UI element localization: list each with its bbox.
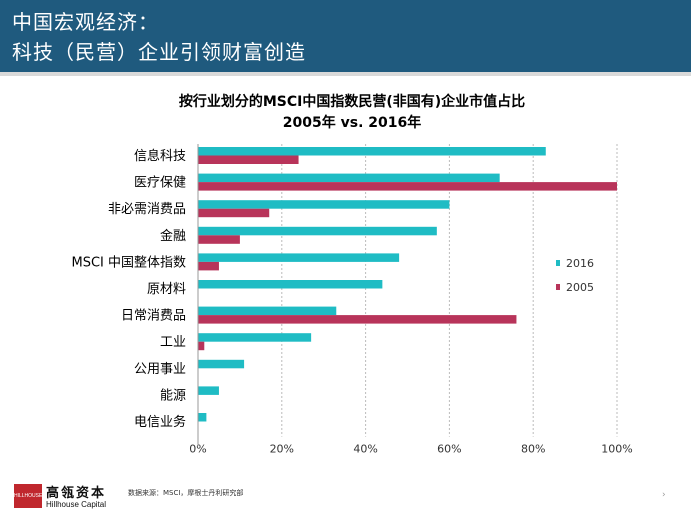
- x-tick-label: 20%: [270, 443, 294, 456]
- category-label: 公用事业: [134, 362, 186, 377]
- bar-2005: [198, 341, 205, 351]
- bar-2005: [198, 182, 617, 191]
- slide-title-line2: 科技（民营）企业引领财富创造: [12, 40, 306, 64]
- bar-2016: [198, 333, 312, 342]
- bar-chart: 按行业划分的MSCI中国指数民营(非国有)企业市值占比 2005年 vs. 20…: [71, 93, 632, 456]
- category-label: 电信业务: [134, 414, 186, 430]
- bar-2005: [198, 155, 299, 164]
- hillhouse-logo-mark: HILLHOUSE: [14, 484, 42, 508]
- legend-swatch-2016: [556, 260, 560, 266]
- legend-label-2005: 2005: [566, 281, 594, 294]
- source-note: 数据来源：MSCI，摩根士丹利研究部: [128, 489, 244, 497]
- bar-2005: [198, 261, 219, 271]
- bar-2016: [198, 386, 219, 395]
- slide-title-line1: 中国宏观经济：: [12, 10, 159, 34]
- x-tick-labels: 0% 20% 40% 60% 80% 100%: [189, 443, 632, 456]
- bar-2016: [198, 413, 207, 422]
- x-tick-label: 80%: [521, 443, 545, 456]
- logo-chinese-name: 高瓴资本: [46, 486, 107, 501]
- category-label: 金融: [160, 228, 186, 244]
- category-label: 非必需消费品: [108, 202, 186, 217]
- chart-subtitle: 2005年 vs. 2016年: [283, 114, 421, 131]
- category-label: 工业: [160, 335, 186, 350]
- bar-2016: [198, 253, 400, 262]
- category-label: 原材料: [147, 282, 186, 297]
- header-divider: [0, 72, 691, 76]
- legend: 2016 2005: [556, 257, 594, 294]
- category-label: 医疗保健: [134, 176, 186, 191]
- bar-2005: [198, 208, 270, 218]
- chart-title: 按行业划分的MSCI中国指数民营(非国有)企业市值占比: [179, 93, 525, 110]
- bar-2016: [198, 147, 546, 156]
- category-label: MSCI 中国整体指数: [71, 255, 186, 270]
- header-bar: 中国宏观经济： 科技（民营）企业引领财富创造: [0, 0, 691, 72]
- footer: HILLHOUSE 高瓴资本 Hillhouse Capital 数据来源：MS…: [0, 472, 691, 523]
- bar-2016: [198, 226, 437, 236]
- logo-english-name: Hillhouse Capital: [46, 500, 107, 509]
- x-tick-label: 100%: [601, 443, 632, 456]
- category-label: 日常消费品: [121, 309, 186, 324]
- bar-2016: [198, 173, 500, 183]
- x-tick-label: 60%: [437, 443, 461, 456]
- legend-swatch-2005: [556, 284, 560, 290]
- bar-2016: [198, 359, 245, 369]
- category-label: 能源: [160, 388, 186, 403]
- bar-2016: [198, 306, 337, 316]
- bars-group: [198, 147, 617, 422]
- category-label: 信息科技: [134, 148, 186, 164]
- x-tick-label: 0%: [189, 443, 206, 456]
- gridlines: [281, 144, 618, 437]
- bar-2016: [198, 280, 383, 289]
- bar-2016: [198, 200, 450, 209]
- legend-label-2016: 2016: [566, 257, 594, 270]
- page-marker: ›: [662, 490, 666, 500]
- bar-2005: [198, 315, 517, 324]
- bar-2005: [198, 235, 240, 244]
- x-tick-label: 40%: [353, 443, 377, 456]
